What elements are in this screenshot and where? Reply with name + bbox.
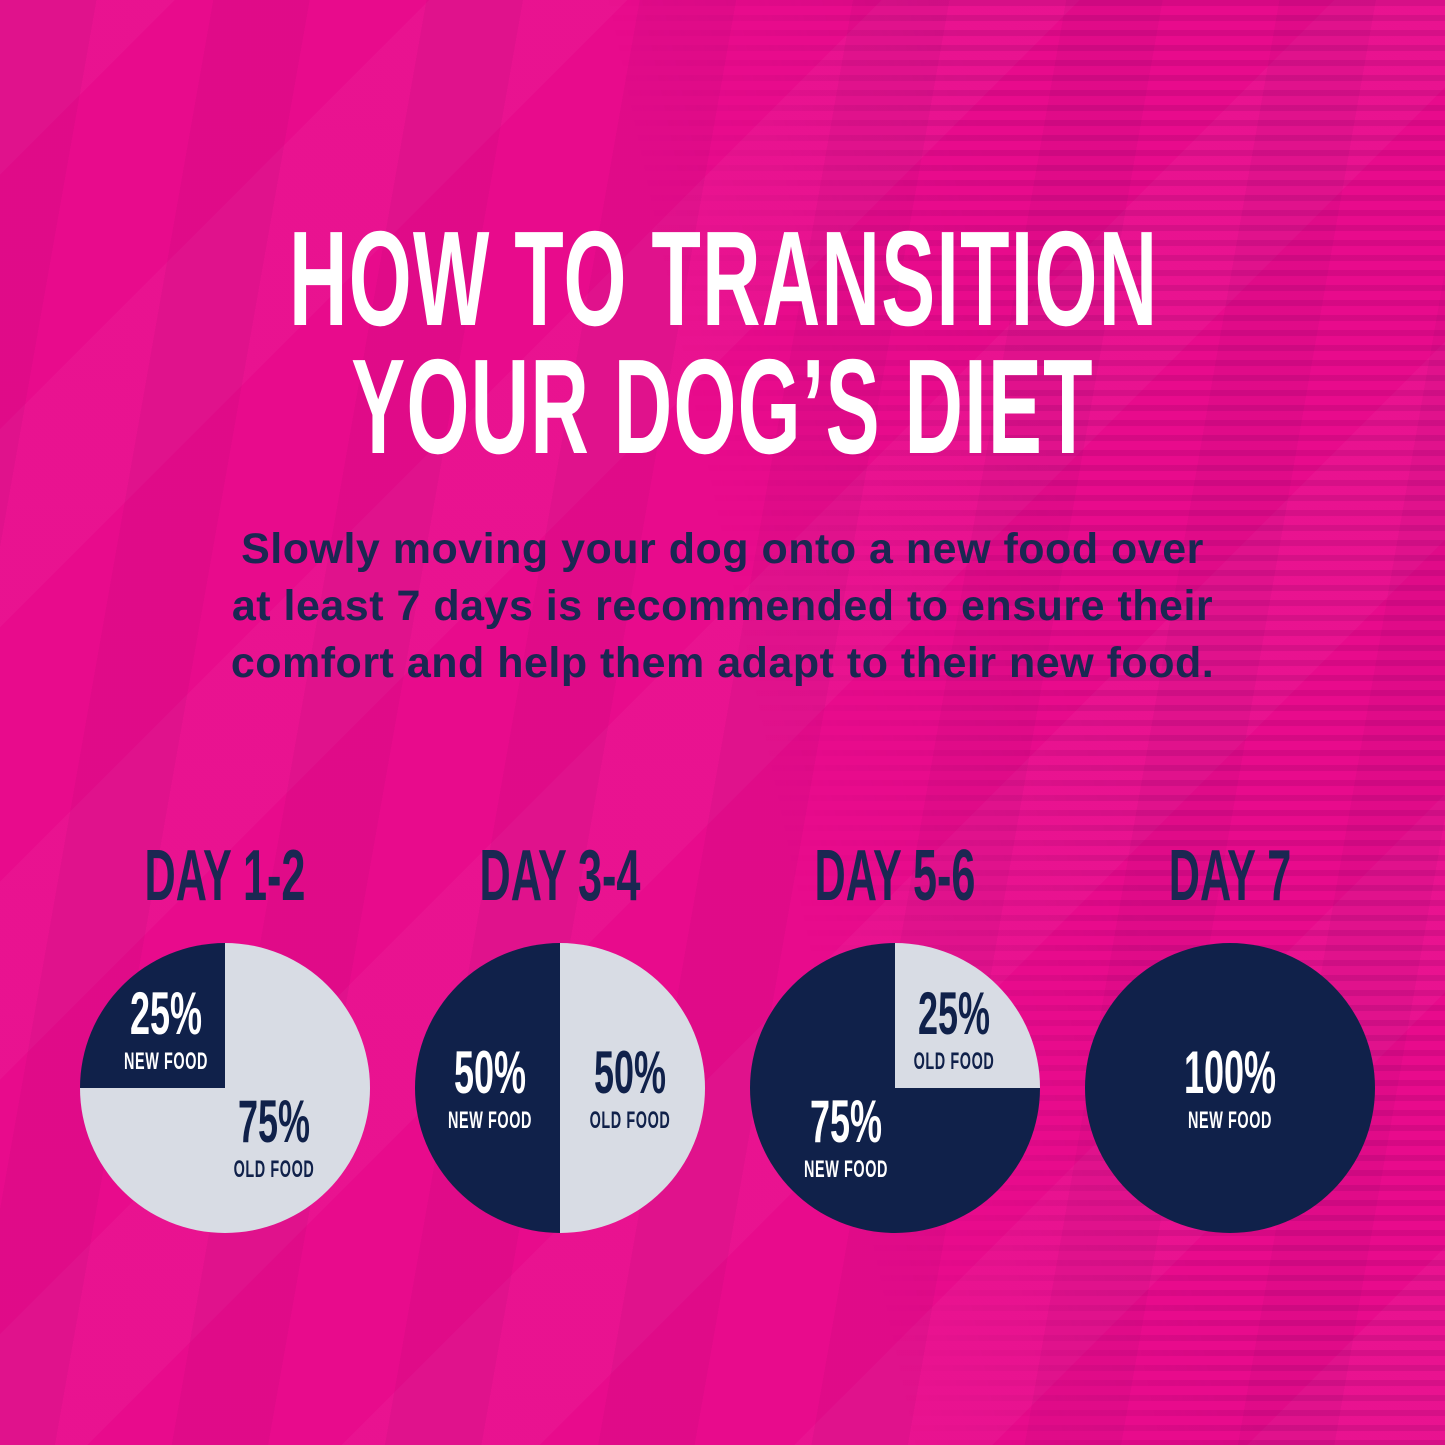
slice-percent: 50% [593,1039,666,1106]
page-title: HOW TO TRANSITION YOUR DOG’S DIET [0,203,1445,483]
slice-name: OLD FOOD [589,1107,670,1134]
day-column: DAY 3-4 50% NEW FOOD 50% OLD FOOD [415,839,705,1233]
slice-name: OLD FOOD [233,1156,315,1184]
slice-name: NEW FOOD [803,1156,888,1184]
title-line-1: HOW TO TRANSITION [288,203,1159,355]
slice-percent: 25% [129,979,202,1047]
day-column: DAY 1-2 25% NEW FOOD 75% OLD FOOD [80,839,370,1233]
day-label: DAY 3-4 [479,836,641,916]
intro-text-line-1: Slowly moving your dog onto a new food o… [241,525,1204,573]
slice-percent: 100% [1183,1039,1277,1106]
slice-name: NEW FOOD [123,1047,208,1075]
pie-slice-label: 25% NEW FOOD [123,979,208,1075]
pie-slice-label: 75% NEW FOOD [804,1092,888,1182]
intro-text-line-2: at least 7 days is recommended to ensure… [231,582,1214,630]
day-label: DAY 1-2 [144,836,306,916]
days-row: DAY 1-2 25% NEW FOOD 75% OLD FOOD DAY 3-4 50% N… [80,839,1375,1233]
pie-chart: 25% OLD FOOD 75% NEW FOOD [750,943,1040,1233]
pie-slice-label: 75% OLD FOOD [234,1092,315,1182]
day-column: DAY 7 100% NEW FOOD [1085,839,1375,1233]
intro-text: Slowly moving your dog onto a new food o… [0,521,1445,692]
day-label: DAY 7 [1168,836,1292,916]
pie-slice-label: 100% NEW FOOD [1184,1043,1276,1133]
title-line-2: YOUR DOG’S DIET [351,331,1094,483]
slice-percent: 75% [238,1088,311,1156]
day-column: DAY 5-6 25% OLD FOOD 75% NEW FOOD [750,839,1040,1233]
slice-name: NEW FOOD [448,1107,533,1134]
slice-name: OLD FOOD [914,1047,995,1075]
pie-slice-label: 50% OLD FOOD [589,1043,670,1133]
intro-text-line-3: comfort and help them adapt to their new… [230,639,1215,687]
pie-chart: 25% NEW FOOD 75% OLD FOOD [80,943,370,1233]
pie-chart: 100% NEW FOOD [1085,943,1375,1233]
pie-slice-label: 50% NEW FOOD [448,1043,532,1133]
pie-chart: 50% NEW FOOD 50% OLD FOOD [415,943,705,1233]
day-label: DAY 5-6 [814,836,976,916]
slice-percent: 50% [454,1039,527,1106]
pie-slice-label: 25% OLD FOOD [914,979,995,1075]
slice-name: NEW FOOD [1188,1107,1272,1134]
slice-percent: 25% [918,979,991,1047]
slice-percent: 75% [809,1088,882,1156]
